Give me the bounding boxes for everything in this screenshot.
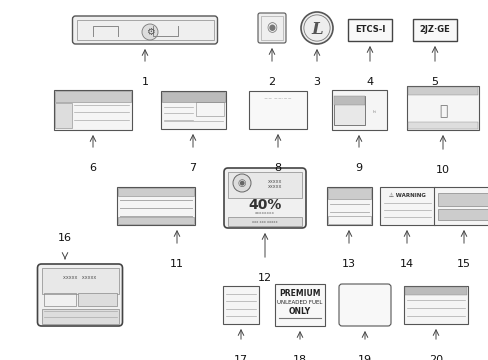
Bar xyxy=(227,217,302,226)
Circle shape xyxy=(142,24,158,40)
Bar xyxy=(118,188,194,196)
FancyBboxPatch shape xyxy=(72,16,217,44)
Text: xxxxx   xxxxx: xxxxx xxxxx xyxy=(63,275,97,280)
Bar xyxy=(54,90,132,130)
Bar xyxy=(43,293,76,306)
Text: 5: 5 xyxy=(430,77,438,87)
Bar xyxy=(347,19,391,41)
Bar xyxy=(331,90,386,130)
Text: 9: 9 xyxy=(355,163,362,173)
Text: 7: 7 xyxy=(189,163,196,173)
Bar xyxy=(437,193,488,206)
FancyBboxPatch shape xyxy=(258,13,285,43)
Bar xyxy=(406,86,478,130)
Bar xyxy=(412,19,456,41)
Circle shape xyxy=(232,174,250,192)
Bar xyxy=(261,16,283,40)
Bar xyxy=(403,286,467,324)
Bar xyxy=(227,172,302,198)
Bar xyxy=(326,187,371,225)
Text: 3: 3 xyxy=(313,77,320,87)
Text: ⚙: ⚙ xyxy=(145,27,154,37)
Bar xyxy=(76,20,213,40)
Bar xyxy=(55,91,131,102)
Text: ⚠ WARNING: ⚠ WARNING xyxy=(388,193,425,198)
FancyBboxPatch shape xyxy=(338,284,390,326)
Text: 12: 12 xyxy=(257,273,271,283)
Bar xyxy=(407,122,477,129)
Text: 15: 15 xyxy=(456,259,470,269)
Text: 11: 11 xyxy=(170,259,183,269)
Bar xyxy=(379,187,434,225)
FancyBboxPatch shape xyxy=(224,168,305,228)
Bar xyxy=(274,284,325,326)
Bar xyxy=(41,268,118,294)
Bar xyxy=(117,187,195,225)
FancyBboxPatch shape xyxy=(38,264,122,326)
Ellipse shape xyxy=(301,12,332,44)
Text: xxxxx
xxxxx: xxxxx xxxxx xyxy=(267,179,282,189)
Text: 2JZ·GE: 2JZ·GE xyxy=(419,26,449,35)
Bar xyxy=(223,286,259,324)
Bar xyxy=(327,216,370,224)
Text: ONLY: ONLY xyxy=(288,307,310,316)
Bar xyxy=(78,293,117,306)
Bar xyxy=(161,92,224,102)
Text: UNLEADED FUEL: UNLEADED FUEL xyxy=(277,300,322,305)
Bar xyxy=(433,187,488,225)
Text: 6: 6 xyxy=(89,163,96,173)
Text: ~~ ~~·~~: ~~ ~~·~~ xyxy=(264,96,291,101)
Text: 40%: 40% xyxy=(248,198,281,212)
Text: hi: hi xyxy=(372,110,376,114)
Bar xyxy=(333,96,365,105)
Text: 18: 18 xyxy=(292,355,306,360)
Bar xyxy=(248,91,306,129)
Bar xyxy=(55,103,72,127)
Text: 17: 17 xyxy=(233,355,247,360)
Text: 20: 20 xyxy=(428,355,442,360)
Text: ETCS-I: ETCS-I xyxy=(354,26,385,35)
Bar xyxy=(437,209,488,220)
Text: 10: 10 xyxy=(435,165,449,175)
Text: xxxxxxxx: xxxxxxxx xyxy=(254,211,274,215)
Bar xyxy=(333,96,365,125)
Text: PREMIUM: PREMIUM xyxy=(279,289,320,298)
Bar xyxy=(41,309,118,324)
Text: ◉: ◉ xyxy=(237,178,246,188)
Bar xyxy=(407,87,477,95)
Text: L: L xyxy=(310,21,322,37)
Bar xyxy=(160,91,225,129)
Text: 2: 2 xyxy=(268,77,275,87)
Bar xyxy=(196,102,223,116)
Text: xxx xxx xxxxx: xxx xxx xxxxx xyxy=(252,220,277,224)
Text: 🔧: 🔧 xyxy=(438,104,446,118)
Text: 14: 14 xyxy=(399,259,413,269)
Text: 4: 4 xyxy=(366,77,373,87)
Bar xyxy=(327,188,370,199)
Text: 13: 13 xyxy=(341,259,355,269)
Text: 16: 16 xyxy=(58,233,72,243)
Text: 19: 19 xyxy=(357,355,371,360)
Bar xyxy=(404,287,466,295)
Bar xyxy=(118,217,194,224)
Text: ◉: ◉ xyxy=(266,22,277,35)
Text: 8: 8 xyxy=(274,163,281,173)
Text: 1: 1 xyxy=(141,77,148,87)
